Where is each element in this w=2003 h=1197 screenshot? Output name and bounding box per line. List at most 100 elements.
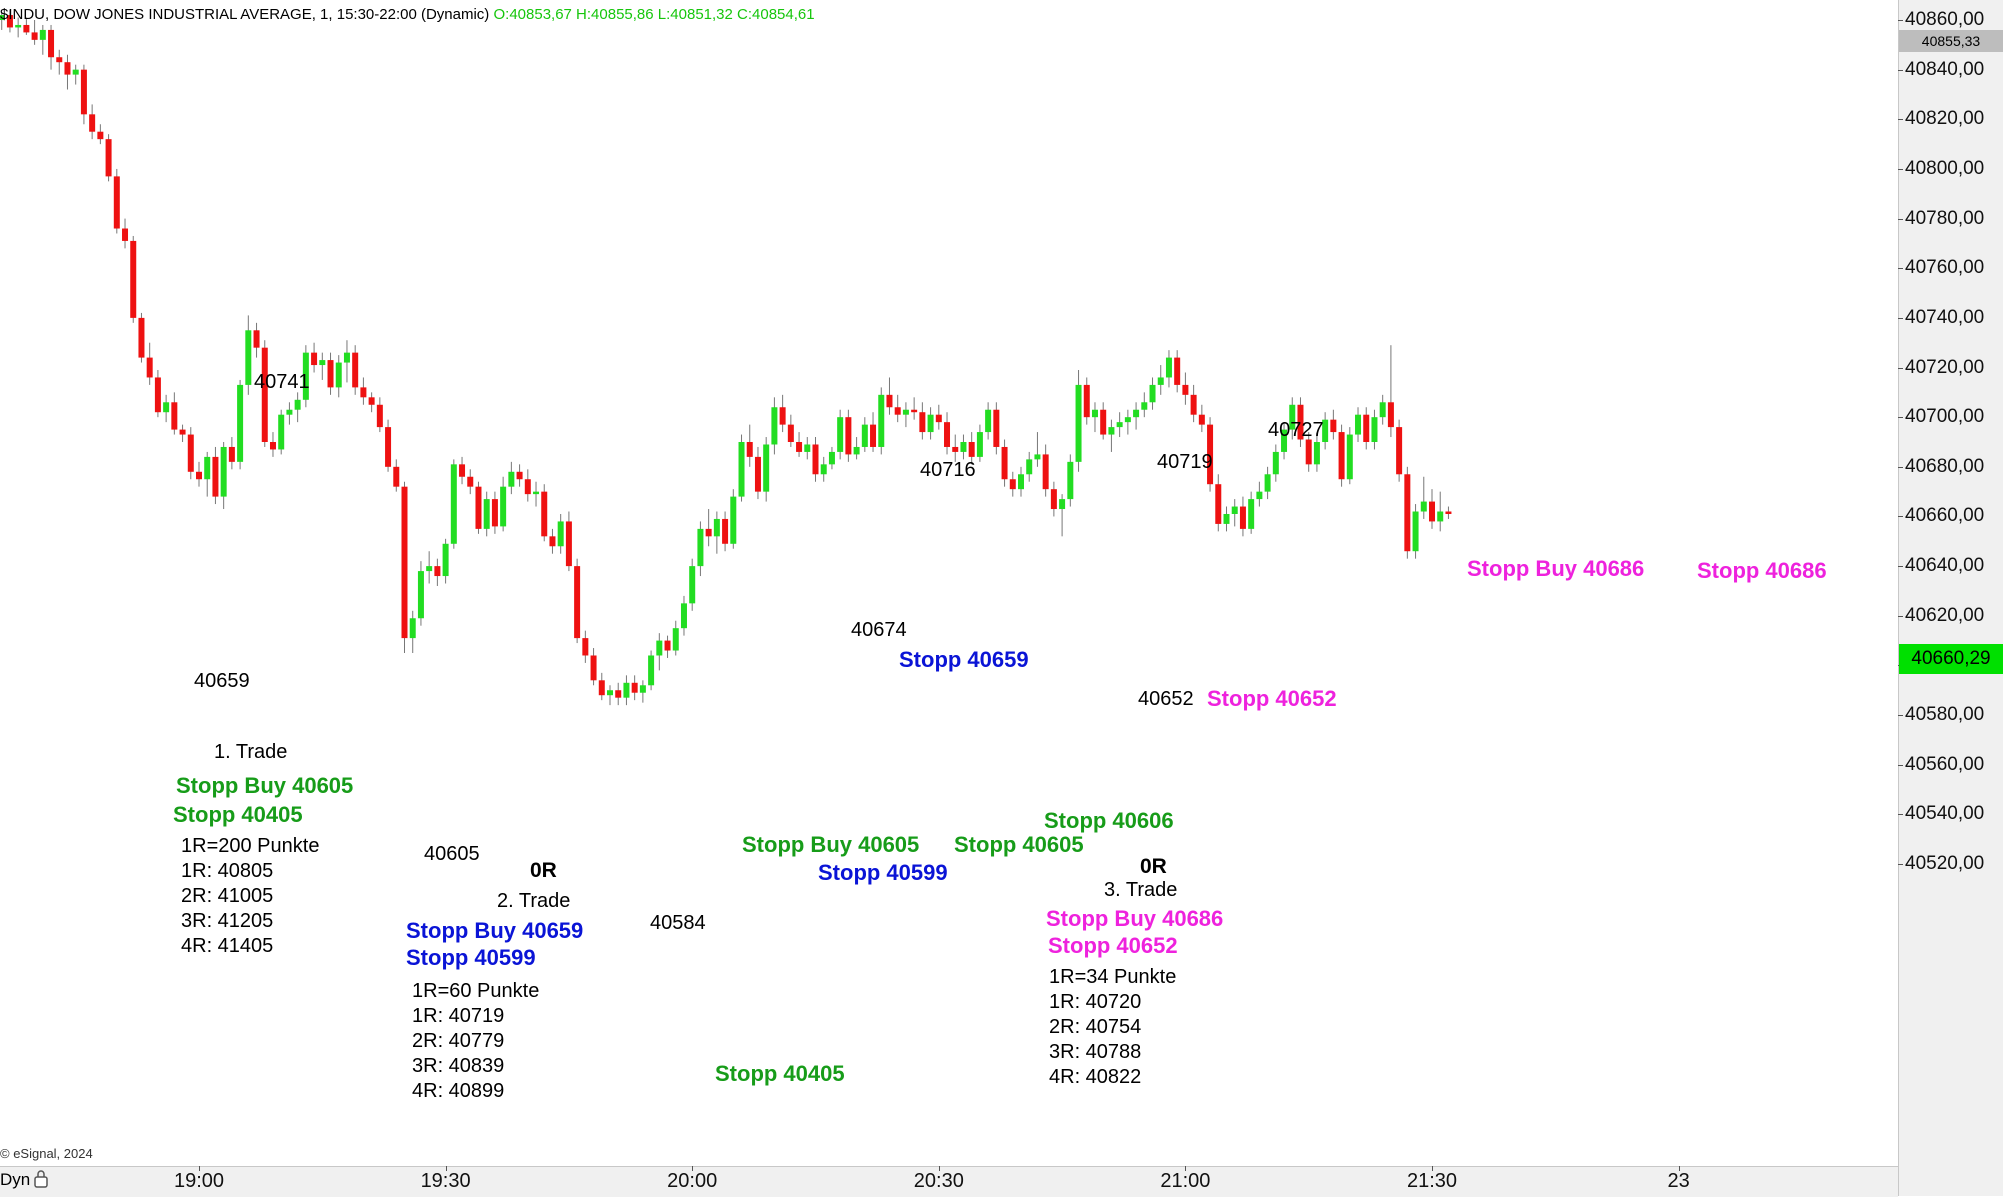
price-tick-mark [1898,218,1903,220]
candle [524,469,531,502]
candle-body [1009,479,1016,490]
trade-3-target-1r: 1R: 40720 [1049,991,1142,1013]
price-axis[interactable] [1898,0,2003,1196]
time-axis[interactable] [0,1166,1898,1197]
price-tick-label: 40540,00 [1905,803,1985,825]
candle-body [1223,513,1230,524]
candle [23,17,30,35]
candle [549,528,556,554]
price-tick-mark [1898,367,1903,369]
candle-body [1412,511,1419,552]
candle [286,402,293,425]
trade-1-risk: 1R=200 Punkte [181,835,320,857]
candle [1412,504,1419,559]
candle [754,446,761,500]
candle [1313,434,1320,472]
candle-body [656,640,663,656]
candle-body [845,417,852,455]
candle-body [376,404,383,428]
candle [1387,345,1394,438]
level-label-high: 40716 [920,459,976,481]
candle [122,218,129,249]
candle-body [516,471,523,480]
level-label-low: 40652 [1138,688,1194,710]
candle-body [6,15,13,28]
candle-body [196,471,202,480]
lock-icon[interactable] [34,1170,48,1188]
candle [1026,451,1033,482]
candle-body [1297,404,1304,440]
candle-body [1313,442,1320,465]
candle-body [204,456,211,480]
candle-body [294,399,301,410]
candle [1034,432,1041,467]
candle [253,322,260,358]
candle [409,610,416,653]
candle [1281,422,1288,460]
candle-body [426,566,433,572]
stop-note: Stopp 40405 [715,1061,845,1086]
candle [1001,439,1008,487]
candle-body [754,456,761,492]
time-tick-label: 20:30 [913,1170,964,1192]
candle-body [607,690,613,696]
candle [722,511,729,552]
candle-body [130,240,137,318]
candle-body [319,360,326,366]
candle-body [1355,414,1362,435]
candle [574,558,581,644]
candle [294,392,301,423]
candle-body [105,139,112,177]
candle [1059,494,1066,537]
candle-body [286,409,293,415]
current-price-marker: 40660,29 [1899,644,2003,674]
candle-body [220,446,227,497]
candle-body [343,352,350,363]
trade-3-target-4r: 4R: 40822 [1049,1066,1142,1088]
price-tick-mark [1898,168,1903,170]
candle-body [302,352,309,400]
candle [1091,402,1098,433]
candle [1165,350,1172,388]
candle-body [1174,357,1181,385]
candle [1445,506,1452,519]
candle-body [796,442,803,452]
candle [491,491,498,534]
price-tick-mark [1898,864,1903,865]
candle [434,558,441,586]
candle [352,345,359,395]
candle-body [89,114,96,132]
candle-body [623,682,630,698]
candle-body [0,15,5,20]
candle [697,521,704,577]
trade-2-stop-buy: Stopp Buy 40659 [406,918,584,943]
candle-body [1100,409,1107,435]
candle-body [574,566,581,639]
candle [878,387,885,455]
candle-body [582,638,589,656]
candle-body [1026,459,1033,475]
trade-2-target-4r: 4R: 40899 [412,1080,505,1102]
candle [730,489,737,549]
candle-body [631,682,638,693]
price-tick-label: 40660,00 [1905,505,1985,527]
price-tick-label: 40640,00 [1905,555,1985,577]
price-tick-mark [1898,20,1903,21]
candle [746,424,753,467]
candle-body [368,397,375,405]
candle-body [1396,427,1403,475]
candle-body [1042,454,1049,490]
candle [1239,496,1246,537]
candle [902,402,909,428]
candle [1355,407,1362,442]
trade-3-target-2r: 2R: 40754 [1049,1016,1142,1038]
candle-body [1116,422,1123,428]
candle-body [689,566,696,604]
price-tick-label: 40520,00 [1905,853,1985,874]
candle [376,397,383,433]
candle-body [1248,499,1255,529]
candle [779,394,786,433]
trade-3-stop-buy: Stopp Buy 40686 [1046,906,1224,931]
candle-body [771,407,778,445]
candle-body [113,176,120,229]
